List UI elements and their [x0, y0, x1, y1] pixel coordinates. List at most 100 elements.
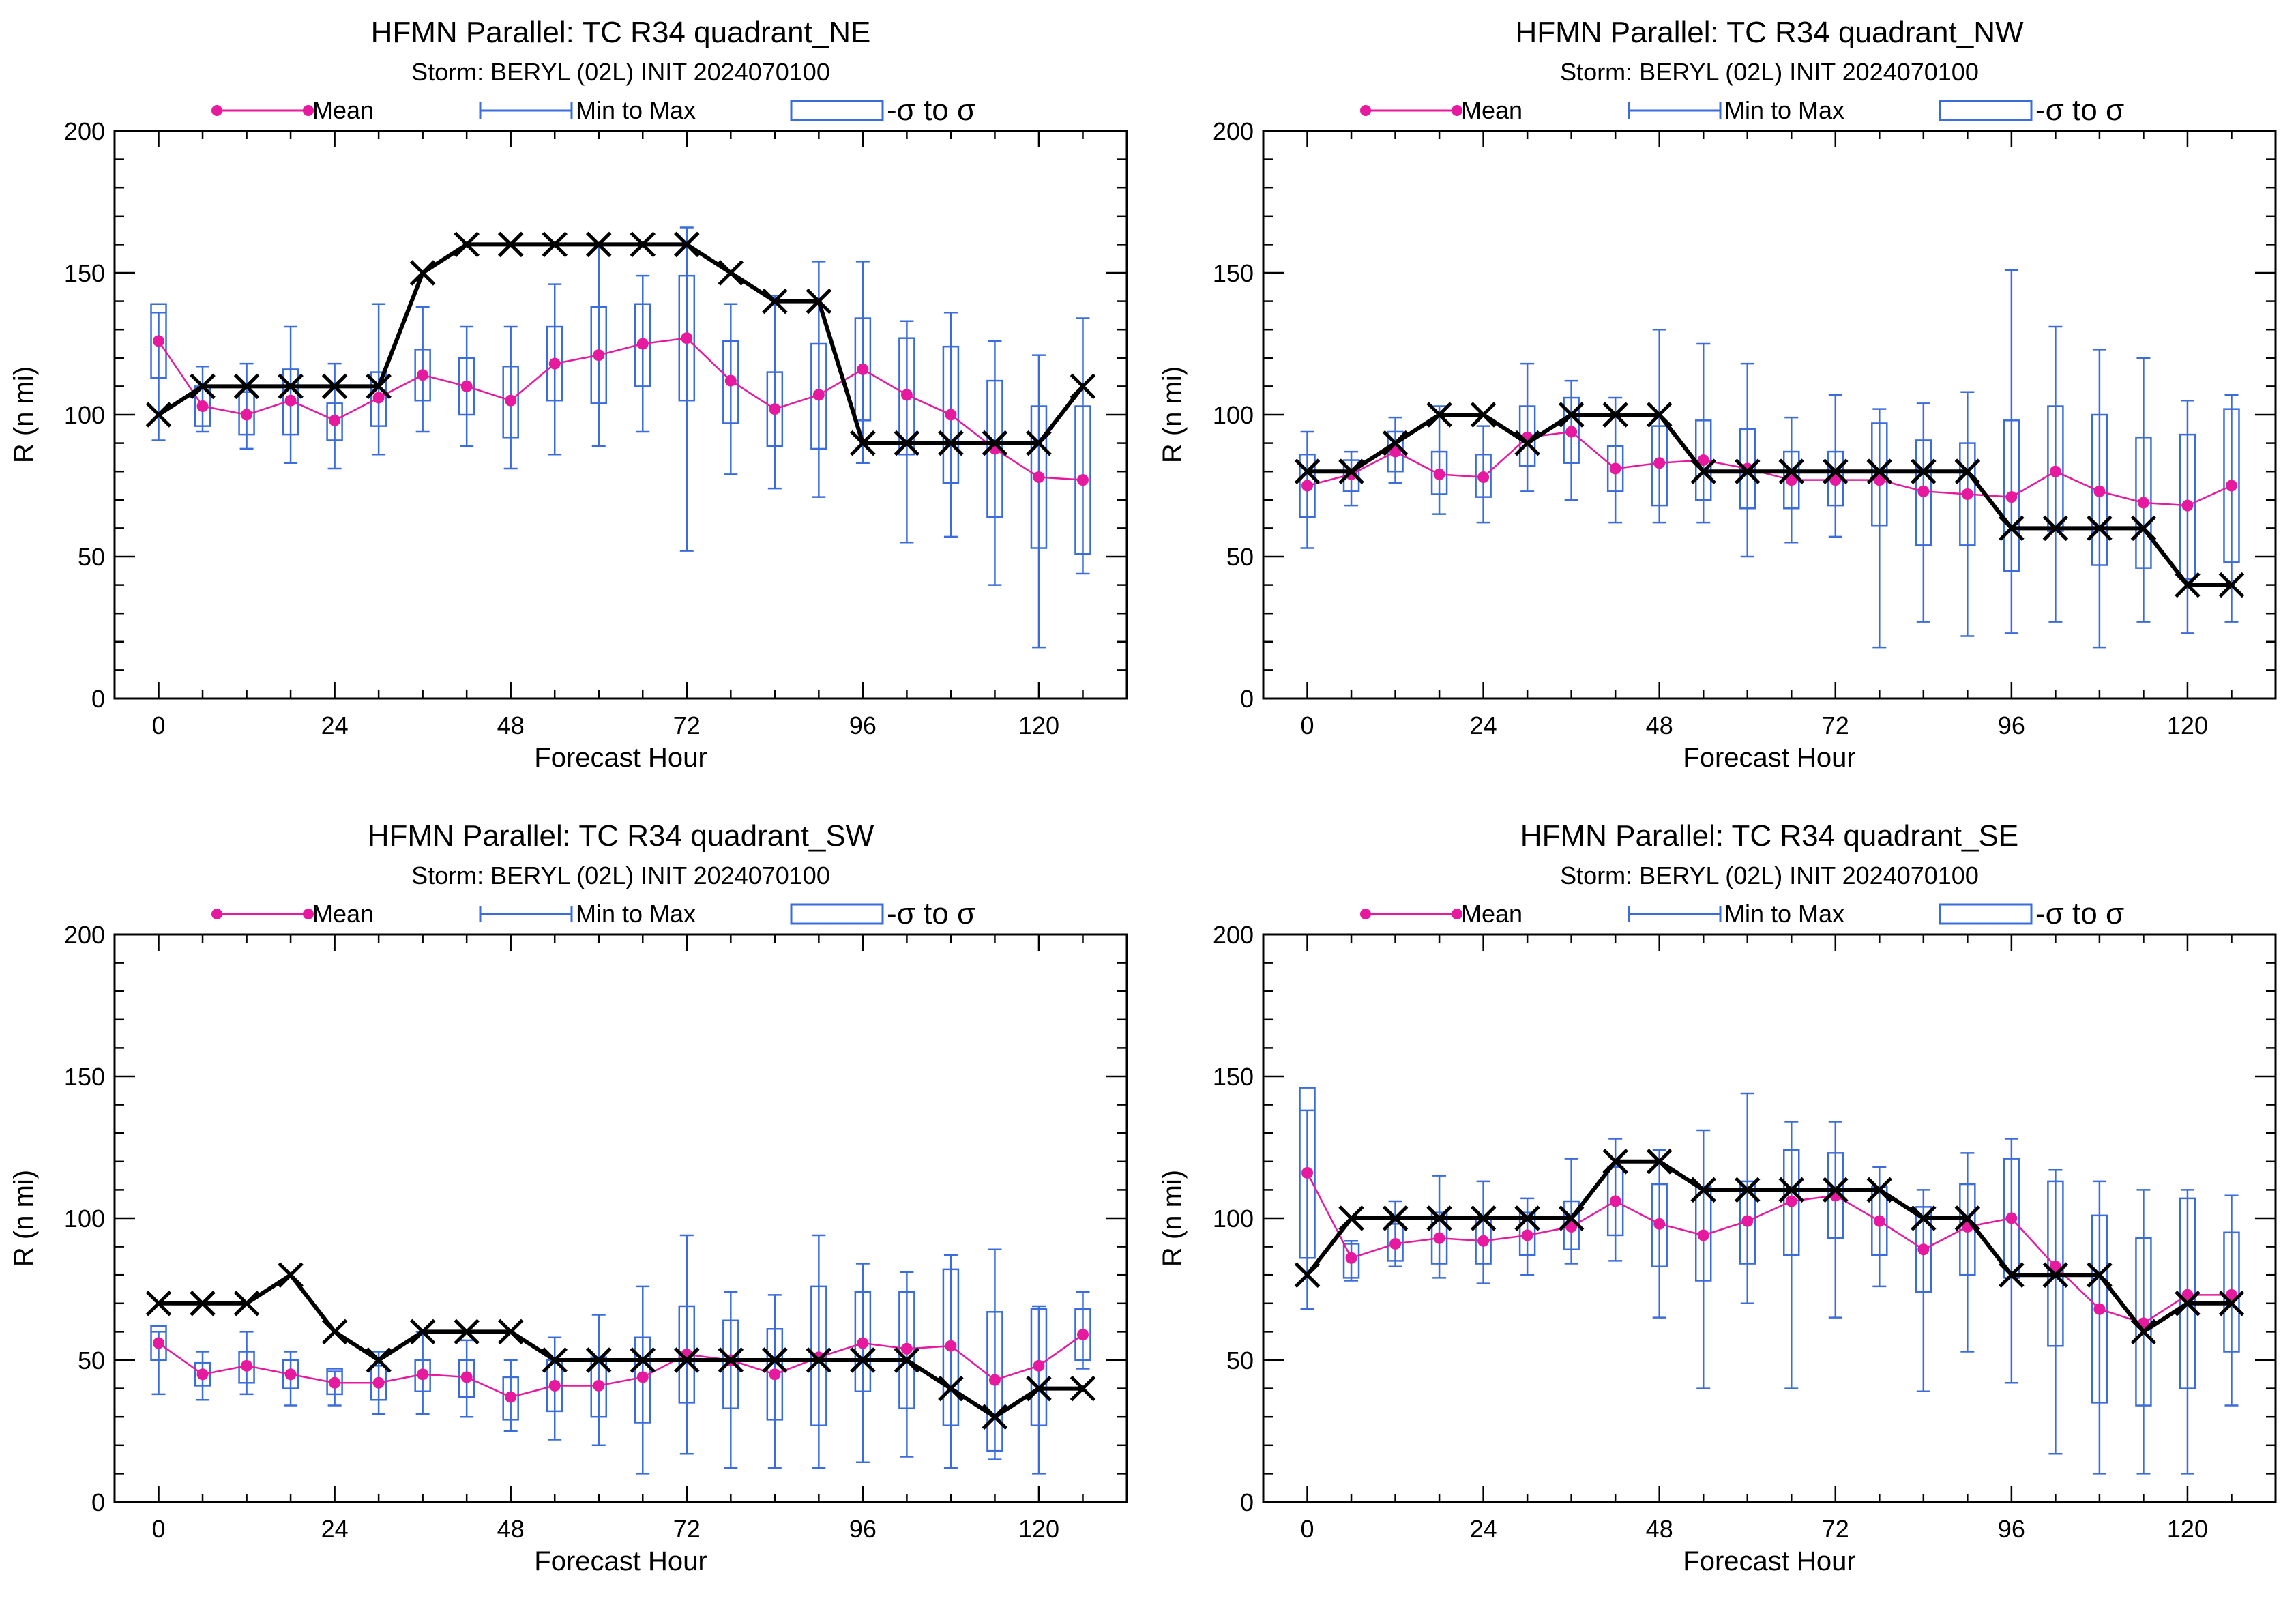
y-tick-label: 200 [1213, 921, 1254, 949]
chart-subtitle: Storm: BERYL (02L) INIT 2024070100 [1560, 862, 1979, 889]
best-track-marker [1382, 430, 1409, 456]
sigma-box [590, 1356, 607, 1418]
best-track-marker [2087, 1262, 2113, 1288]
best-track-marker [1026, 1375, 1052, 1402]
mean-point [372, 1376, 385, 1389]
mean-point [1961, 488, 1973, 500]
sigma-box [2003, 1158, 2020, 1279]
x-tick-label: 120 [1018, 1515, 1059, 1543]
legend-sigma-label: -σ to σ [887, 897, 975, 930]
x-tick-label: 0 [152, 1515, 166, 1543]
legend-sigma-label: -σ to σ [887, 93, 975, 127]
sigma-box [810, 342, 827, 450]
mean-point [988, 1374, 1001, 1386]
best-track-marker [894, 1347, 920, 1373]
legend: Mean Min to Max -σ to σ [211, 897, 975, 930]
chart-title: HFMN Parallel: TC R34 quadrant_NW [1516, 16, 2024, 49]
mean-point [153, 335, 165, 347]
y-tick-label: 50 [1226, 543, 1254, 571]
legend: Mean Min to Max -σ to σ [1360, 897, 2124, 930]
best-track-marker [1338, 1205, 1364, 1231]
x-tick-label: 72 [1822, 711, 1849, 739]
y-tick-label: 100 [1213, 401, 1254, 429]
mean-point [945, 1340, 957, 1352]
y-tick-label: 0 [1240, 1488, 1254, 1516]
mean-point [1433, 1232, 1445, 1244]
best-track-marker [1558, 1205, 1585, 1231]
y-tick-label: 100 [64, 1205, 105, 1233]
sigma-box [590, 306, 607, 404]
sigma-box [2047, 405, 2064, 532]
best-track-marker [1954, 458, 1981, 484]
mean-point [1917, 485, 1930, 497]
best-track-marker [1734, 458, 1761, 484]
sigma-box [1915, 439, 1932, 546]
sigma-box [194, 1361, 211, 1387]
sigma-box [1299, 1087, 1316, 1259]
legend-mean-marker [303, 105, 314, 116]
legend-sigma-box [1939, 903, 2033, 925]
mean-point [1741, 1215, 1754, 1227]
x-tick-label: 0 [1301, 711, 1314, 739]
sigma-box [1606, 445, 1624, 492]
best-track-marker [1294, 458, 1321, 484]
best-track-marker [1070, 373, 1096, 400]
legend-sigma-box [790, 100, 884, 121]
mean-point [196, 400, 209, 413]
sigma-box [458, 1359, 475, 1398]
legend-sigma-box [790, 903, 884, 925]
mean-point [1609, 1195, 1621, 1207]
sigma-box [722, 340, 739, 424]
mean-point [1345, 1252, 1357, 1264]
legend-mean-marker [1452, 105, 1462, 116]
mean-line [158, 337, 1083, 481]
mean-point [1301, 1166, 1314, 1179]
mean-point [505, 394, 517, 407]
best-track-marker [1514, 1205, 1540, 1231]
mean-point [2137, 497, 2149, 509]
legend-mean-label: Mean [312, 96, 374, 124]
sigma-box [854, 317, 872, 422]
x-tick-label: 24 [1470, 1515, 1497, 1543]
sigma-box [414, 349, 431, 402]
x-tick-label: 120 [1018, 711, 1059, 739]
mean-point [1033, 471, 1045, 484]
mean-point [153, 1337, 165, 1349]
sigma-box [898, 337, 915, 456]
mean-point [1477, 471, 1490, 484]
sigma-box [1342, 1243, 1360, 1279]
plot-frame [1262, 130, 2277, 700]
best-track-marker [1602, 1149, 1628, 1175]
mean-point [769, 1368, 781, 1381]
x-tick-label: 48 [497, 1515, 525, 1543]
mean-point [329, 1376, 341, 1389]
sigma-box [1739, 428, 1756, 510]
mean-point [812, 389, 825, 401]
best-track-marker [1294, 1262, 1321, 1288]
best-track-marker [2218, 1291, 2245, 1316]
x-tick-label: 72 [1822, 1515, 1849, 1543]
mean-point [724, 374, 737, 387]
sigma-box [2091, 413, 2108, 566]
best-track-marker [1026, 430, 1052, 456]
sigma-box [282, 1359, 299, 1389]
best-track-marker [938, 1375, 964, 1402]
mean-point [460, 380, 473, 392]
best-track-marker [1734, 1177, 1761, 1203]
y-tick-label: 50 [1226, 1346, 1254, 1374]
mean-point [900, 1342, 913, 1355]
best-track-marker [630, 231, 656, 258]
sigma-box [2223, 1231, 2240, 1353]
sigma-box [766, 1327, 784, 1421]
legend: Mean Min to Max -σ to σ [211, 93, 975, 127]
best-track-marker [982, 430, 1008, 456]
mean-point [2005, 491, 2018, 503]
mean-point [372, 392, 385, 404]
mean-point [1389, 445, 1402, 458]
sigma-box [986, 1311, 1003, 1452]
best-track-marker [2130, 515, 2157, 542]
y-tick-label: 200 [64, 921, 105, 949]
sigma-box [1783, 1149, 1800, 1256]
mean-point [2093, 485, 2106, 497]
